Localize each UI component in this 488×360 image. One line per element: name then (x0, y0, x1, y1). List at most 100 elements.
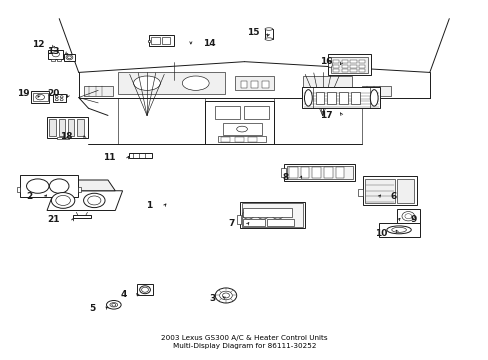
Bar (151, 37, 160, 44)
Text: 12: 12 (32, 40, 44, 49)
Ellipse shape (49, 179, 69, 193)
Bar (335, 167, 344, 178)
Text: 17: 17 (319, 111, 331, 120)
Bar (243, 208, 291, 217)
Polygon shape (47, 191, 122, 211)
Circle shape (271, 211, 283, 219)
Ellipse shape (391, 227, 406, 232)
Bar (361, 86, 390, 96)
Bar (332, 69, 338, 72)
Bar (47, 117, 88, 138)
Bar (349, 69, 356, 72)
Bar (57, 59, 61, 60)
Bar (396, 209, 419, 224)
Text: 1: 1 (145, 201, 152, 210)
Bar (358, 64, 365, 68)
Ellipse shape (110, 303, 118, 307)
Bar (357, 189, 362, 196)
Ellipse shape (328, 61, 331, 68)
Text: 19: 19 (17, 89, 30, 98)
Circle shape (60, 99, 63, 101)
Bar (17, 187, 20, 192)
Bar (234, 137, 243, 141)
Bar (244, 107, 268, 119)
Bar (222, 123, 261, 135)
Bar (83, 86, 113, 96)
Bar (148, 40, 150, 42)
Text: 15: 15 (246, 28, 259, 37)
Bar (358, 69, 365, 72)
Bar (53, 94, 66, 102)
Polygon shape (73, 215, 91, 219)
Bar (315, 92, 324, 104)
Bar (215, 107, 239, 119)
Ellipse shape (140, 286, 150, 294)
Ellipse shape (264, 28, 272, 30)
Bar (217, 136, 266, 142)
Ellipse shape (83, 193, 105, 208)
Ellipse shape (106, 301, 121, 309)
Circle shape (404, 214, 411, 219)
Ellipse shape (219, 291, 232, 300)
Bar (78, 187, 81, 192)
Circle shape (67, 56, 71, 59)
Bar (281, 168, 285, 177)
Bar (378, 223, 419, 237)
Bar (302, 87, 379, 108)
Text: 10: 10 (374, 229, 386, 238)
Bar (51, 59, 55, 60)
Bar (161, 37, 170, 44)
Bar (242, 203, 303, 226)
Bar (239, 202, 305, 228)
Text: 2: 2 (26, 192, 32, 201)
Ellipse shape (52, 51, 60, 57)
Bar (341, 64, 347, 68)
Bar (262, 81, 268, 88)
Ellipse shape (87, 196, 101, 205)
Bar (286, 166, 352, 179)
Ellipse shape (66, 55, 73, 60)
Bar (327, 92, 335, 104)
Ellipse shape (182, 76, 209, 90)
Bar (303, 76, 351, 94)
Circle shape (112, 303, 116, 306)
Polygon shape (40, 180, 115, 191)
Bar (57, 137, 69, 139)
Ellipse shape (386, 226, 410, 234)
Ellipse shape (56, 195, 70, 206)
Bar (205, 101, 273, 144)
Bar (243, 219, 264, 226)
Ellipse shape (133, 76, 160, 90)
Circle shape (55, 99, 58, 101)
Bar (350, 92, 359, 104)
Ellipse shape (304, 90, 312, 106)
Text: 14: 14 (203, 39, 215, 48)
Bar (129, 153, 152, 158)
Bar (312, 167, 321, 178)
Bar (267, 219, 294, 226)
Bar (236, 215, 240, 224)
Bar (251, 81, 258, 88)
Bar (118, 72, 224, 94)
Bar (328, 54, 370, 75)
Text: 6: 6 (390, 192, 396, 201)
Bar (341, 60, 347, 63)
Bar (33, 93, 47, 102)
Text: 5: 5 (89, 303, 96, 312)
Bar (365, 179, 394, 203)
Bar (221, 137, 229, 141)
Circle shape (257, 211, 268, 219)
Text: 11: 11 (102, 153, 115, 162)
Bar (64, 54, 75, 61)
Bar (240, 81, 247, 88)
Ellipse shape (36, 94, 44, 100)
Ellipse shape (215, 288, 236, 303)
Bar (59, 119, 65, 136)
Text: 4: 4 (120, 290, 126, 299)
Bar (338, 92, 347, 104)
Ellipse shape (401, 212, 414, 221)
Bar (330, 57, 367, 73)
Text: 8: 8 (282, 173, 288, 182)
Text: 9: 9 (409, 215, 416, 224)
Bar (31, 91, 49, 103)
